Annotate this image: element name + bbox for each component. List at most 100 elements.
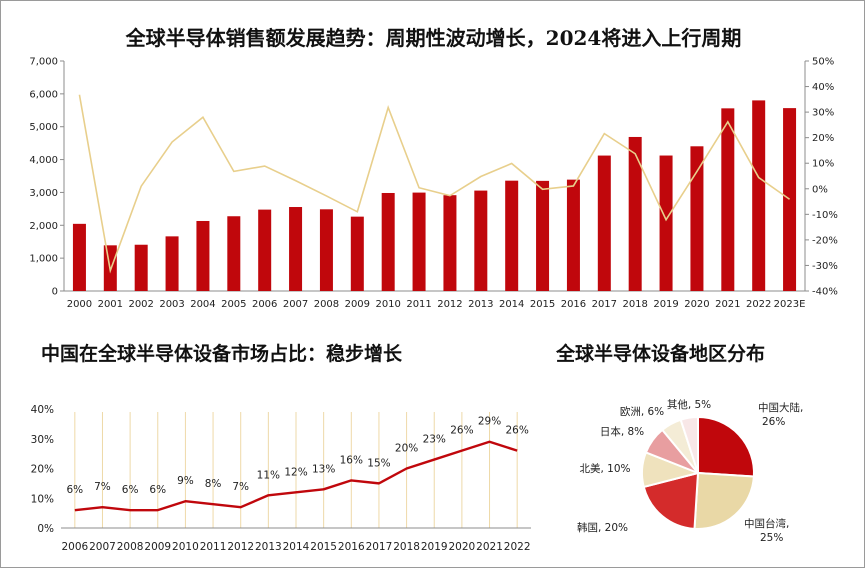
pie-label: 其他, 5% — [667, 398, 711, 411]
pie-slice — [697, 415, 755, 478]
pie-slice — [693, 471, 755, 530]
y-tick-label-left: 3,000 — [29, 188, 58, 199]
sales-bar — [536, 180, 550, 291]
x-tick-label: 2013 — [468, 299, 493, 310]
sales-bar — [505, 180, 519, 291]
y-tick-label: 30% — [31, 434, 54, 446]
x-tick-label: 2010 — [375, 299, 400, 310]
region-pie-chart-title: 全球半导体设备地区分布 — [556, 343, 766, 365]
y-tick-label: 10% — [31, 493, 54, 505]
sales-bar — [690, 146, 704, 291]
x-tick-label: 2019 — [421, 541, 448, 553]
data-label: 12% — [284, 466, 307, 478]
sales-bar — [443, 195, 457, 291]
x-tick-label: 2002 — [128, 299, 153, 310]
pie-label: 中国台湾, — [744, 517, 789, 530]
x-tick-label: 2014 — [283, 541, 310, 553]
sales-bar — [258, 209, 272, 291]
x-tick-label: 2018 — [393, 541, 420, 553]
y-tick-label-left: 5,000 — [29, 122, 58, 133]
pie-label: 中国大陆, — [758, 401, 803, 414]
sales-bar — [227, 216, 241, 291]
y-tick-label-right: -40% — [812, 287, 838, 298]
x-tick-label: 2020 — [684, 299, 709, 310]
y-tick-label: 40% — [31, 404, 54, 416]
x-tick-label: 2022 — [504, 541, 531, 553]
y-tick-label-right: 50% — [812, 57, 834, 68]
x-tick-label: 2021 — [476, 541, 503, 553]
x-tick-label: 2009 — [144, 541, 171, 553]
data-label: 6% — [122, 484, 139, 496]
x-tick-label: 2007 — [283, 299, 308, 310]
data-label: 23% — [423, 434, 446, 446]
x-tick-label: 2012 — [227, 541, 254, 553]
sales-bar — [783, 108, 797, 291]
sales-chart-title: 全球半导体销售额发展趋势：周期性波动增长，2024将进入上行周期 — [125, 26, 742, 50]
y-tick-label: 20% — [31, 464, 54, 476]
x-tick-label: 2015 — [530, 299, 555, 310]
sales-bar — [721, 108, 735, 292]
data-label: 13% — [312, 463, 335, 475]
growth-rate-line — [78, 94, 791, 274]
sales-bar — [319, 209, 333, 291]
x-tick-label: 2010 — [172, 541, 199, 553]
x-tick-label: 2001 — [98, 299, 123, 310]
data-label: 29% — [478, 416, 501, 428]
y-tick-label-right: 30% — [812, 108, 834, 119]
pie-slice — [642, 471, 700, 530]
sales-bar — [350, 216, 364, 291]
x-tick-label: 2019 — [653, 299, 678, 310]
data-label: 15% — [367, 457, 390, 469]
y-tick-label-right: 20% — [812, 133, 834, 144]
data-label: 16% — [340, 454, 363, 466]
x-tick-label: 2000 — [67, 299, 92, 310]
data-label: 26% — [506, 425, 529, 437]
pie-label: 日本, 8% — [600, 425, 644, 438]
y-tick-label-right: -30% — [812, 261, 838, 272]
x-tick-label: 2017 — [592, 299, 617, 310]
sales-bar — [381, 192, 395, 291]
x-tick-label: 2013 — [255, 541, 282, 553]
pie-slice — [679, 415, 699, 474]
data-label: 9% — [177, 475, 194, 487]
sales-bar — [752, 100, 766, 291]
x-tick-label: 2011 — [406, 299, 431, 310]
y-tick-label-right: 10% — [812, 159, 834, 170]
pie-label-value: 25% — [760, 532, 783, 544]
sales-bar — [628, 136, 642, 291]
data-label: 11% — [257, 469, 280, 481]
x-tick-label: 2016 — [561, 299, 586, 310]
x-tick-label: 2008 — [314, 299, 339, 310]
x-tick-label: 2020 — [449, 541, 476, 553]
y-tick-label-left: 2,000 — [29, 221, 58, 232]
y-tick-label-left: 6,000 — [29, 89, 58, 100]
china-share-chart-title: 中国在全球半导体设备市场占比：稳步增长 — [41, 343, 403, 365]
x-tick-label: 2014 — [499, 299, 524, 310]
sales-bar — [289, 207, 303, 291]
data-label: 6% — [149, 484, 166, 496]
sales-bar — [474, 190, 488, 291]
data-label: 20% — [395, 443, 418, 455]
sales-bar — [566, 179, 580, 291]
data-label: 7% — [232, 481, 249, 493]
sales-bar — [196, 220, 210, 291]
x-tick-label: 2006 — [61, 541, 88, 553]
sales-bar — [72, 223, 86, 291]
x-tick-label: 2018 — [622, 299, 647, 310]
x-tick-label: 2015 — [310, 541, 337, 553]
y-tick-label-left: 7,000 — [29, 57, 58, 68]
y-tick-label-left: 0 — [52, 287, 58, 298]
y-tick-label-left: 1,000 — [29, 254, 58, 265]
data-label: 6% — [66, 484, 83, 496]
x-tick-label: 2016 — [338, 541, 365, 553]
y-tick-label-right: 40% — [812, 82, 834, 93]
pie-label: 韩国, 20% — [577, 521, 628, 534]
china-share-line — [74, 440, 518, 512]
x-tick-label: 2006 — [252, 299, 277, 310]
sales-bar — [134, 244, 148, 291]
sales-bar — [659, 155, 673, 291]
